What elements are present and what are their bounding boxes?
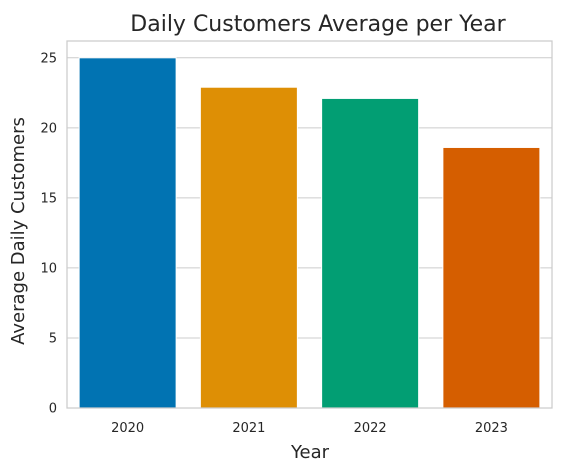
bars — [78, 57, 541, 409]
y-tick-label: 25 — [40, 51, 57, 66]
bar-2021 — [199, 86, 298, 409]
bar-2020 — [78, 57, 177, 409]
bar-2023 — [442, 146, 541, 409]
chart-title: Daily Customers Average per Year — [130, 12, 506, 37]
y-tick-label: 10 — [40, 261, 57, 276]
y-tick-label: 0 — [49, 402, 57, 417]
y-tick-label: 20 — [40, 121, 57, 136]
y-tick-label: 15 — [40, 191, 57, 206]
bar-2022 — [321, 97, 420, 409]
x-tick-labels: 2020 2021 2022 2023 — [111, 421, 508, 436]
x-tick-label: 2023 — [475, 421, 508, 436]
y-tick-label: 5 — [49, 331, 57, 346]
y-tick-labels: 0 5 10 15 20 25 — [40, 51, 57, 416]
y-axis-label: Average Daily Customers — [8, 117, 29, 345]
x-tick-label: 2021 — [232, 421, 265, 436]
x-tick-label: 2020 — [111, 421, 144, 436]
x-tick-label: 2022 — [354, 421, 387, 436]
plot-frame — [66, 40, 553, 409]
x-axis-label: Year — [290, 442, 330, 463]
